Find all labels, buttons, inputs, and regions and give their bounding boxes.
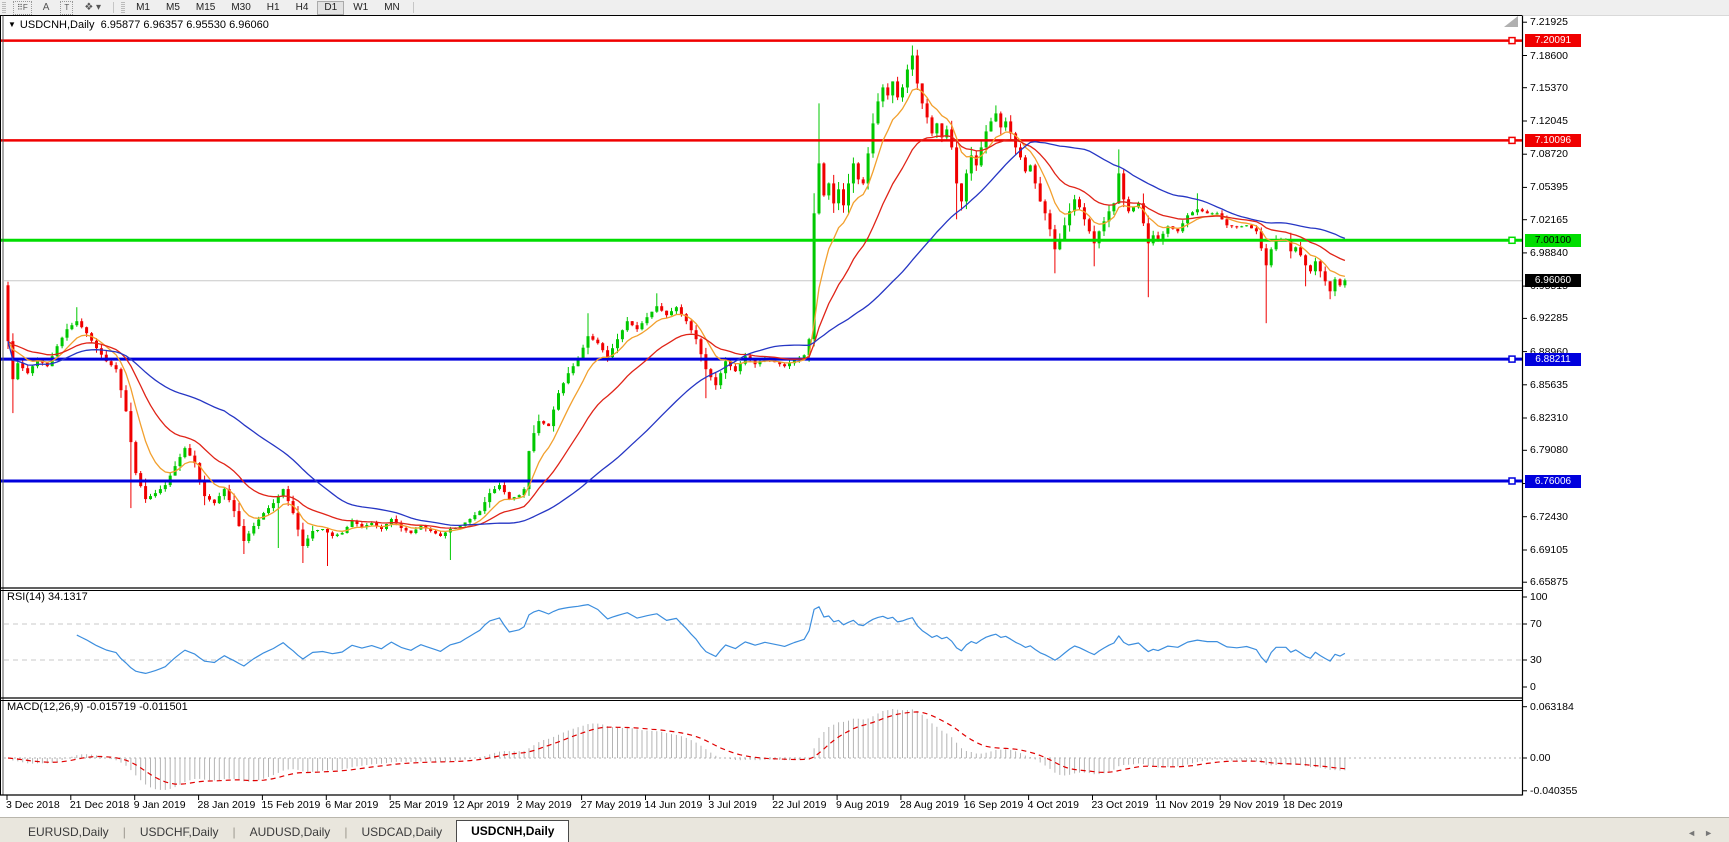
- chart-title: ▼ USDCNH,Daily 6.95877 6.96357 6.95530 6.…: [8, 19, 269, 31]
- price-axis-tick: 6.79080: [1530, 444, 1568, 457]
- date-axis-label: 18 Dec 2019: [1283, 799, 1343, 811]
- date-axis-label: 16 Sep 2019: [963, 799, 1024, 811]
- chart-tab-eurusd[interactable]: EURUSD,Daily: [28, 825, 109, 839]
- timeframe-buttons: M1 M5 M15 M30 H1 H4 D1 W1 MN: [128, 0, 408, 15]
- chart-grid-f-icon[interactable]: ⠿F: [13, 0, 32, 15]
- toolbar-separator-2: [412, 2, 414, 13]
- date-axis-label: 27 May 2019: [580, 799, 642, 811]
- date-axis-label: 2 May 2019: [516, 799, 572, 811]
- price-level-badge: 7.00100: [1525, 233, 1581, 247]
- price-axis-tick: 6.98840: [1530, 246, 1568, 259]
- date-axis-label: 12 Apr 2019: [452, 799, 510, 811]
- price-axis-tick: 7.05395: [1530, 181, 1568, 194]
- rsi-axis-tick: 0: [1530, 681, 1536, 693]
- price-axis-tick: 6.92285: [1530, 312, 1568, 325]
- date-axis-label: 29 Nov 2019: [1219, 799, 1279, 811]
- price-axis-tick: 7.18600: [1530, 49, 1568, 62]
- tab-separator: |: [232, 825, 236, 839]
- rsi-indicator-label: RSI(14) 34.1317: [7, 591, 88, 603]
- macd-axis-tick: -0.040355: [1530, 784, 1578, 797]
- tab-scroll-arrows[interactable]: ◄►: [1687, 828, 1721, 838]
- timeframe-button-m1[interactable]: M1: [136, 1, 150, 13]
- tab-separator: |: [344, 825, 348, 839]
- date-axis-label: 9 Aug 2019: [836, 799, 890, 811]
- toolbar-grip-2[interactable]: [121, 2, 126, 13]
- collapse-triangle-icon[interactable]: ▼: [8, 20, 16, 29]
- scroll-to-end-icon[interactable]: [1504, 16, 1518, 27]
- price-level-badge: 6.76006: [1525, 474, 1581, 488]
- chart-tab-usdcad[interactable]: USDCAD,Daily: [361, 825, 443, 839]
- text-a-icon[interactable]: A: [42, 1, 50, 13]
- price-level-badge: 7.10096: [1525, 133, 1581, 147]
- price-axis-tick: 6.85635: [1530, 378, 1568, 391]
- date-axis-label: 9 Jan 2019: [133, 799, 186, 811]
- price-axis-tick: 6.72430: [1530, 510, 1568, 523]
- chart-tab-bar: EURUSD,Daily | USDCHF,Daily | AUDUSD,Daily | U…: [0, 817, 1729, 842]
- price-level-badge: 7.20091: [1525, 34, 1581, 48]
- macd-axis-tick: 0.063184: [1530, 700, 1574, 713]
- chart-tool-icons: ⠿F A T ❖ ▾: [9, 0, 108, 15]
- timeframe-button-m30[interactable]: M30: [231, 1, 251, 13]
- tabs-container: EURUSD,Daily | USDCHF,Daily | AUDUSD,Daily | U…: [14, 820, 570, 842]
- toolbar-grip[interactable]: [2, 2, 6, 13]
- scroll-left-icon[interactable]: ◄: [1687, 828, 1705, 838]
- date-axis-label: 25 Mar 2019: [389, 799, 449, 811]
- chart-tab-usdchf[interactable]: USDCHF,Daily: [139, 825, 219, 839]
- toolbar-separator: [113, 2, 115, 13]
- date-axis-label: 6 Mar 2019: [325, 799, 379, 811]
- scroll-right-icon[interactable]: ►: [1704, 828, 1721, 838]
- macd-indicator-label: MACD(12,26,9) -0.015719 -0.011501: [7, 701, 188, 713]
- date-axis-label: 15 Feb 2019: [261, 799, 321, 811]
- timeframe-button-m15[interactable]: M15: [195, 1, 216, 13]
- rsi-axis-tick: 70: [1530, 618, 1542, 630]
- price-axis-tick: 6.65875: [1530, 576, 1568, 589]
- tab-separator: |: [122, 825, 126, 839]
- rsi-axis-tick: 100: [1530, 591, 1548, 603]
- chart-symbol: USDCNH,Daily: [19, 19, 95, 31]
- date-axis-label: 22 Jul 2019: [772, 799, 827, 811]
- price-axis-tick: 7.08720: [1530, 148, 1568, 161]
- price-level-badge: 6.88211: [1525, 352, 1581, 366]
- chart-ohlc-values: 6.95877 6.96357 6.95530 6.96060: [100, 19, 269, 31]
- chart-tab-usdcnh[interactable]: USDCNH,Daily: [456, 820, 570, 842]
- timeframe-button-w1[interactable]: W1: [353, 1, 369, 13]
- date-axis-label: 23 Oct 2019: [1091, 799, 1149, 811]
- rsi-axis-tick: 30: [1530, 654, 1542, 666]
- styles-icon[interactable]: ❖ ▾: [84, 1, 102, 13]
- timeframe-button-h1[interactable]: H1: [266, 1, 280, 13]
- text-t-icon[interactable]: T: [60, 0, 74, 15]
- date-axis-label: 11 Nov 2019: [1155, 799, 1215, 811]
- price-axis-tick: 6.82310: [1530, 412, 1568, 424]
- date-axis-label: 3 Dec 2018: [6, 799, 60, 811]
- price-axis-tick: 7.15370: [1530, 81, 1568, 94]
- timeframe-button-d1[interactable]: D1: [317, 0, 345, 15]
- timeframe-button-h4[interactable]: H4: [295, 1, 309, 13]
- price-axis-tick: 7.02165: [1530, 213, 1568, 226]
- date-axis-label: 28 Aug 2019: [899, 799, 959, 811]
- date-axis-label: 28 Jan 2019: [197, 799, 256, 811]
- date-axis-label: 3 Jul 2019: [708, 799, 757, 811]
- macd-axis-tick: 0.00: [1530, 752, 1551, 764]
- price-axis-tick: 6.69105: [1530, 544, 1568, 556]
- timeframe-button-m5[interactable]: M5: [165, 1, 180, 13]
- chart-tab-audusd[interactable]: AUDUSD,Daily: [249, 825, 331, 839]
- current-price-badge: 6.96060: [1525, 274, 1581, 288]
- price-axis-tick: 7.21925: [1530, 16, 1568, 29]
- date-axis-label: 4 Oct 2019: [1027, 799, 1079, 811]
- date-axis-label: 14 Jun 2019: [644, 799, 703, 811]
- date-axis-label: 21 Dec 2018: [69, 799, 130, 811]
- price-axis-tick: 7.12045: [1530, 115, 1568, 127]
- timeframe-button-mn[interactable]: MN: [384, 1, 400, 13]
